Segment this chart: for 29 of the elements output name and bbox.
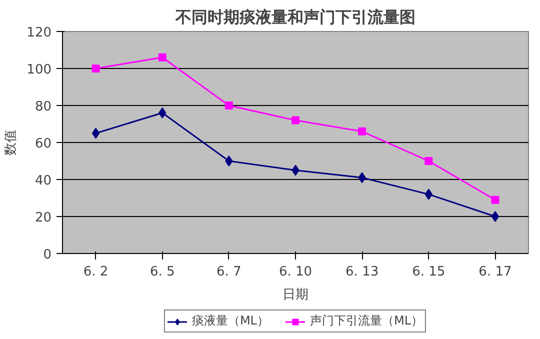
- x-tick-label: 6. 17: [478, 264, 512, 280]
- y-tick-label: 80: [34, 100, 52, 114]
- x-tick-label: 6. 7: [216, 264, 242, 280]
- y-tick-label: 100: [26, 62, 52, 78]
- point: [92, 128, 100, 139]
- point: [491, 196, 500, 204]
- point: [224, 102, 233, 110]
- point: [225, 156, 233, 166]
- x-tick-label: 6. 10: [278, 264, 312, 280]
- y-tick-label: 40: [34, 174, 52, 188]
- y-tick-label: 20: [34, 210, 52, 226]
- y-tick-label: 60: [34, 136, 52, 152]
- point: [424, 157, 433, 165]
- y-tick-label: 0: [43, 248, 52, 262]
- y-tick-label: 120: [26, 26, 52, 40]
- x-tick-label: 6. 13: [346, 264, 379, 280]
- point: [158, 53, 166, 62]
- point: [92, 64, 100, 72]
- x-axis-title: 日期: [282, 288, 308, 302]
- y-axis-title: 数值: [4, 130, 19, 156]
- legend-label: 痰液量（ML）: [192, 312, 269, 330]
- x-tick-label: 6. 2: [83, 264, 108, 280]
- point: [491, 211, 500, 222]
- legend-label: 声门下引流量（ML）: [310, 312, 424, 330]
- x-tick-label: 6. 5: [150, 264, 175, 280]
- point: [292, 116, 300, 124]
- chart-title: 不同时期痰液量和声门下引流量图: [174, 8, 416, 26]
- x-tick-label: 6. 15: [412, 264, 446, 280]
- point: [358, 127, 366, 136]
